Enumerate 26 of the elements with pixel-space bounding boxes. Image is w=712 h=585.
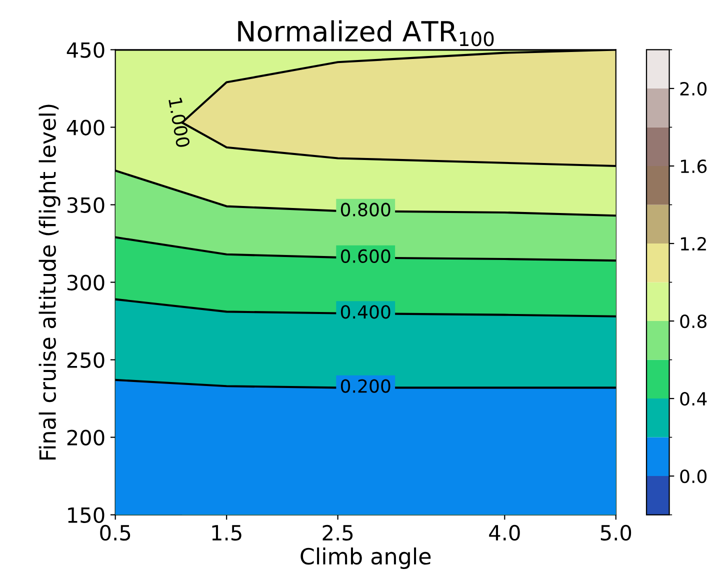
series-label: 0.600 [340,249,390,263]
x-tick-label: 4.0 [489,524,520,541]
y-tick-label: 450 [66,42,104,58]
color-bar-label: 2.0 [680,82,707,96]
y-tick-label: 300 [67,274,104,290]
y-tick-label: 350 [67,197,104,213]
color-bar-label: 1.6 [680,159,707,174]
series-label: 0.800 [340,202,390,216]
series-label: 0.200 [340,379,390,393]
color-bar-label: 0.0 [680,470,707,484]
x-tick-label: 5.0 [600,524,632,541]
color-bar-label: 0.4 [680,392,707,406]
y-tick-label: 150 [68,507,104,524]
x-tick-label: 1.5 [212,525,242,541]
x-tick-label: 2.5 [322,524,353,541]
x-axis-title: Climb angle [300,547,431,569]
y-axis-title: Final cruise altitude (flight level) [38,104,60,460]
y-tick-label: 250 [67,352,104,368]
text: 1.000 [168,98,190,148]
y-tick-label: 200 [67,430,104,446]
series-label: 0.400 [340,305,390,319]
x-tick-label: 0.5 [100,524,130,541]
y-tick-label: 400 [66,120,104,136]
color-bar-label: 1.2 [680,236,706,250]
color-bar-label: 0.8 [680,314,706,328]
chart-title: Normalized ATR$_{100}$ [238,20,494,46]
